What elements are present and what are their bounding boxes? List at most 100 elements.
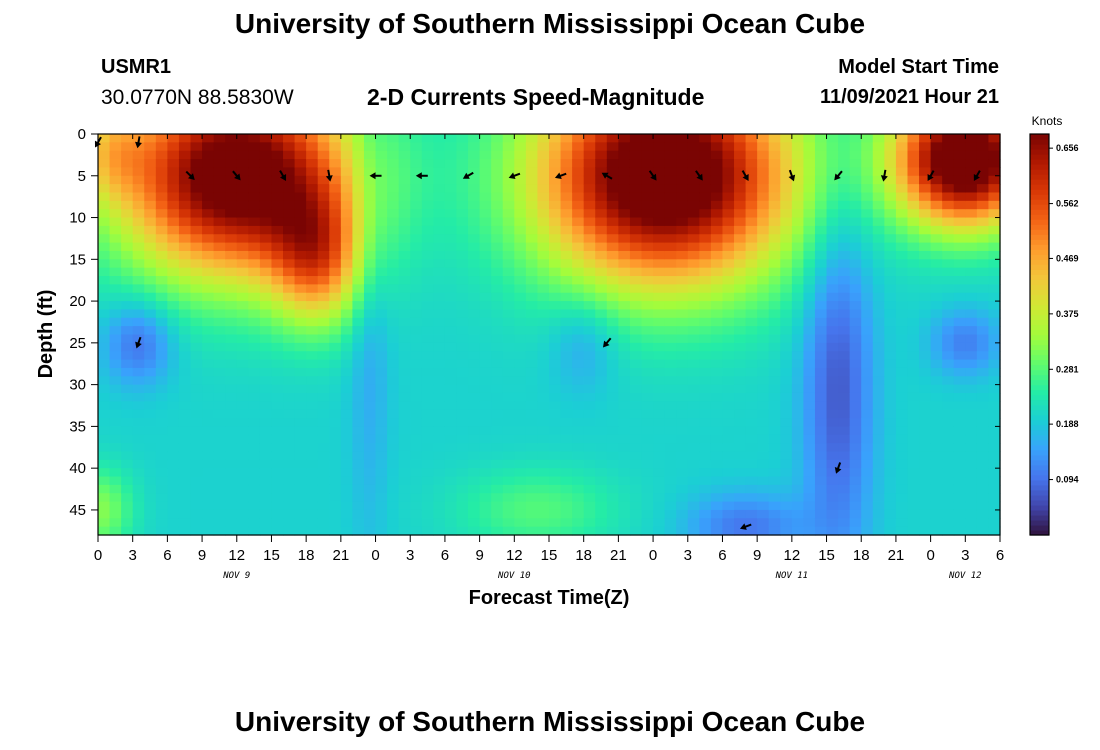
heatmap-cell [849,225,862,235]
heatmap-cell [549,468,562,478]
heatmap-cell [606,351,619,361]
heatmap-cell [803,309,816,319]
heatmap-cell [976,459,990,469]
heatmap-cell [340,359,354,369]
heatmap-cell [757,376,770,386]
heatmap-cell [629,326,643,336]
heatmap-cell [595,159,608,169]
heatmap-cell [144,367,157,377]
heatmap-cell [907,267,920,277]
heatmap-cell [271,184,284,194]
heatmap-cell [190,267,203,277]
heatmap-cell [537,167,550,177]
heatmap-cell [387,292,400,302]
heatmap-cell [884,418,897,427]
heatmap-cell [410,409,423,419]
heatmap-cell [780,234,793,244]
heatmap-cell [907,384,920,394]
heatmap-cell [722,317,735,327]
heatmap-cell [734,225,747,235]
heatmap-cell [595,359,608,369]
heatmap-cell [814,209,828,219]
heatmap-cell [178,225,192,235]
heatmap-cell [317,209,330,219]
heatmap-cell [745,351,758,361]
heatmap-cell [861,426,874,436]
heatmap-cell [190,392,203,402]
heatmap-cell [421,526,434,536]
heatmap-cell [965,326,978,336]
heatmap-cell [629,267,643,277]
heatmap-cell [560,217,573,227]
heatmap-cell [942,392,955,402]
heatmap-cell [953,443,966,453]
heatmap-cell [514,225,527,235]
heatmap-cell [340,167,354,177]
heatmap-cell [861,484,874,494]
heatmap-cell [363,217,377,227]
heatmap-cell [132,242,145,252]
colorbar-frame [1029,133,1050,536]
heatmap-cell [468,309,481,319]
heatmap-cell [144,334,157,344]
heatmap-cell [757,250,770,260]
heatmap-cell [387,367,400,377]
heatmap-cell [780,167,793,177]
heatmap-cell [803,184,816,194]
heatmap-cell [236,150,249,160]
heatmap-cell [190,351,203,361]
heatmap-cell [444,334,458,344]
heatmap-cell [907,459,920,469]
heatmap-cell [861,225,874,235]
heatmap-cell [190,217,203,227]
heatmap-cell [421,192,434,202]
heatmap-cell [549,384,562,394]
heatmap-cell [98,209,111,219]
heatmap-cell [849,259,862,269]
heatmap-cell [525,518,539,528]
heatmap-cell [976,392,990,402]
heatmap-cell [375,451,388,461]
heatmap-cell [629,418,643,427]
heatmap-cell [537,242,550,252]
heatmap-cell [109,250,122,260]
heatmap-cell [664,342,677,352]
heatmap-cell [849,334,862,344]
heatmap-cell [259,518,273,528]
heatmap-cell [537,292,550,302]
heatmap-cell [942,434,955,444]
heatmap-cell [190,451,203,461]
heatmap-cell [884,493,897,503]
heatmap-cell [225,509,238,519]
heatmap-cell [988,426,1001,436]
heatmap-cell [676,209,689,219]
x-tick-label: 21 [610,547,627,564]
heatmap-cell [907,276,920,285]
heatmap-cell [271,451,284,461]
heatmap-cell [433,225,446,235]
heatmap-cell [884,376,897,386]
heatmap-cell [722,259,735,269]
heatmap-cell [213,234,226,244]
heatmap-cell [236,217,249,227]
heatmap-cell [98,217,111,227]
heatmap-cell [676,509,689,519]
heatmap-cell [976,175,990,185]
heatmap-cell [306,434,319,444]
heatmap-cell [930,267,943,277]
heatmap-cell [976,476,990,486]
heatmap-cell [722,509,735,519]
heatmap-cell [202,392,215,402]
heatmap-cell [942,468,955,478]
heatmap-cell [525,192,539,202]
heatmap-cell [560,167,573,177]
heatmap-cell [757,409,770,419]
heatmap-cell [525,134,539,143]
heatmap-cell [988,484,1001,494]
heatmap-cell [375,167,388,177]
heatmap-cell [976,342,990,352]
heatmap-cell [826,526,839,536]
heatmap-cell [953,326,966,336]
heatmap-cell [965,418,978,427]
heatmap-cell [259,200,273,210]
